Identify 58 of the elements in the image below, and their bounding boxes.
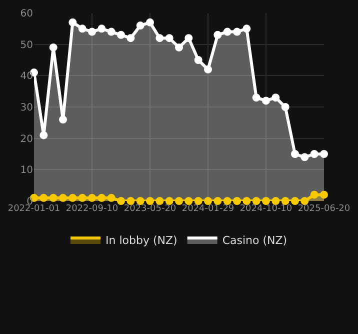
point	[49, 43, 58, 52]
x-tick-label: 2024-01-29	[182, 204, 234, 214]
point	[310, 150, 318, 158]
point	[117, 30, 125, 39]
y-tick-label: 20	[20, 134, 33, 145]
point	[300, 153, 309, 162]
point	[88, 28, 96, 36]
point	[126, 34, 135, 42]
point	[107, 28, 116, 36]
point	[68, 194, 77, 202]
x-tick-label: 2025-06-20	[298, 204, 350, 214]
point	[146, 18, 154, 26]
point	[88, 194, 96, 202]
point	[59, 116, 68, 124]
point	[184, 34, 193, 42]
point	[98, 24, 106, 33]
y-tick-label: 60	[20, 8, 33, 20]
point	[59, 194, 68, 202]
point	[310, 190, 318, 199]
y-tick-label: 30	[20, 102, 33, 114]
point	[156, 34, 164, 42]
point	[281, 103, 290, 111]
point	[165, 34, 174, 42]
y-tick-label: 40	[20, 71, 33, 82]
point	[242, 24, 251, 33]
point	[175, 197, 183, 205]
point	[252, 94, 260, 102]
point	[78, 24, 86, 33]
point	[107, 194, 116, 202]
x-tick-label: 2023-05-20	[124, 204, 176, 214]
point	[262, 96, 270, 105]
point	[290, 197, 299, 205]
legend-label: Casino (NZ)	[222, 234, 288, 248]
point	[272, 94, 280, 102]
point	[290, 150, 299, 158]
x-tick-label: 2024-10-10	[240, 204, 292, 214]
point	[233, 28, 241, 36]
legend-label: In lobby (NZ)	[106, 234, 178, 248]
point	[68, 18, 77, 26]
point	[204, 65, 212, 74]
point	[49, 194, 58, 202]
point	[117, 197, 125, 205]
point	[98, 194, 106, 202]
x-tick-label: 2022-01-01	[8, 204, 60, 214]
point	[320, 150, 328, 158]
point	[194, 56, 202, 64]
point	[233, 197, 241, 205]
point	[223, 28, 232, 36]
point	[320, 190, 328, 199]
x-tick-label: 2022-09-10	[66, 204, 118, 214]
point	[214, 30, 222, 39]
y-tick-label: 10	[20, 165, 33, 176]
point	[78, 194, 86, 202]
y-tick-label: 50	[20, 40, 33, 51]
point	[40, 131, 48, 140]
point	[40, 194, 48, 202]
point	[136, 22, 144, 30]
point	[175, 43, 183, 52]
